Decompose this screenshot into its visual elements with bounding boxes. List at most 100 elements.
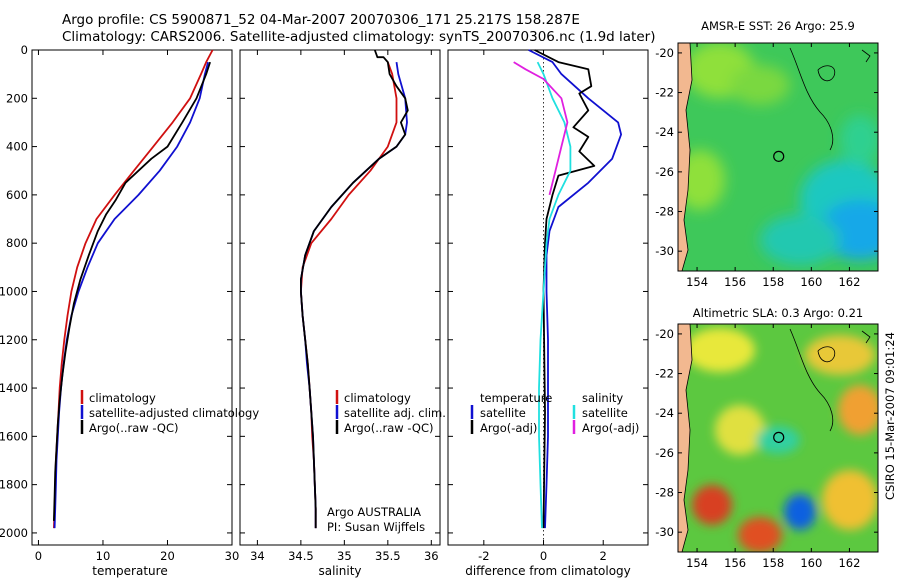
legend-text-sal-sat: satellite	[582, 406, 628, 420]
temperature-legend: climatology satellite-adjusted climatolo…	[80, 390, 259, 435]
y-tick-label: 1000	[0, 284, 28, 298]
series-line-satellite-adj-clim	[299, 61, 408, 529]
series-line-temperature-satellite	[528, 49, 622, 529]
x-tick-label: 2	[600, 549, 607, 563]
sla-high-patch	[685, 328, 755, 372]
sla-low-patch	[756, 426, 800, 454]
map-y-tick-label: -24	[655, 406, 674, 420]
series-line-argo-raw-qc	[299, 49, 409, 529]
annotation-pi: PI: Susan Wijffels	[327, 520, 425, 534]
legend-text-argo: Argo(..raw -QC)	[89, 421, 179, 435]
sst-warm-patch	[678, 150, 725, 210]
series-line-salinity-argo-adj	[513, 61, 569, 196]
x-tick-label: 30	[225, 549, 240, 563]
sla-map-axes	[677, 323, 879, 553]
title-line-2: Climatology: CARS2006. Satellite-adjuste…	[62, 29, 656, 45]
difference-panel: -2 0 2 difference from climatology tempera…	[447, 49, 649, 578]
y-tick-label: 200	[6, 91, 28, 105]
map-x-tick-label: 154	[686, 275, 708, 289]
legend-text-temp-sat: satellite	[480, 406, 526, 420]
legend-text-sat: satellite-adjusted climatology	[89, 406, 259, 420]
legend-text-argo: Argo(..raw -QC)	[344, 421, 434, 435]
map-y-tick-label: -22	[655, 86, 674, 100]
map-y-tick-label: -24	[655, 125, 674, 139]
sst-island-outline	[861, 49, 871, 63]
x-tick-label: 35.5	[375, 549, 401, 563]
series-line-climatology	[299, 61, 398, 529]
sla-high-patch	[805, 335, 875, 375]
y-tick-label: 1800	[0, 478, 28, 492]
y-tick-label: 1600	[0, 429, 28, 443]
y-tick-label: 1200	[0, 333, 28, 347]
series-line-salinity-satellite	[536, 61, 572, 529]
sst-cool-patch	[760, 215, 840, 265]
sla-island-outline	[861, 330, 871, 344]
series-line-temperature-argo-adj	[534, 49, 596, 529]
y-tick-label: 1400	[0, 381, 28, 395]
sst-argo-location-marker	[773, 150, 785, 162]
sla-high-patch	[738, 517, 782, 552]
map-x-tick-label: 160	[800, 275, 822, 289]
title-line-1: Argo profile: CS 5900871_52 04-Mar-2007 …	[62, 12, 580, 28]
legend-text-sat: satellite adj. clim.	[344, 406, 446, 420]
sla-land-coast	[678, 324, 693, 552]
map-y-tick-label: -26	[655, 165, 674, 179]
y-tick-label: 600	[6, 188, 28, 202]
difference-axes	[447, 49, 649, 546]
sla-island-outline	[817, 346, 836, 363]
annotation-argo-australia: Argo AUSTRALIA	[327, 505, 421, 519]
y-tick-label: 800	[6, 236, 28, 250]
sla-low-patch	[784, 494, 816, 530]
x-tick-label: 0	[540, 549, 547, 563]
map-y-tick-label: -28	[655, 205, 674, 219]
salinity-axes	[239, 49, 441, 546]
temperature-axes	[31, 49, 233, 546]
sst-map-panel: AMSR-E SST: 26 Argo: 25.9 -20 -22 -24 -26 -2…	[655, 19, 879, 289]
series-line-satellite-adjusted-climatology	[53, 61, 209, 529]
map-x-tick-label: 158	[762, 275, 784, 289]
x-tick-label: 20	[160, 549, 175, 563]
salinity-panel: 34 34.5 35 35.5 36 salinity climatology sate…	[239, 49, 446, 578]
x-tick-label: -2	[478, 549, 489, 563]
legend-text-sal-argo: Argo(-adj)	[582, 421, 639, 435]
legend-text-clim: climatology	[344, 391, 411, 405]
sst-map-title: AMSR-E SST: 26 Argo: 25.9	[701, 19, 855, 33]
x-tick-label: 34	[250, 549, 265, 563]
map-y-tick-label: -28	[655, 486, 674, 500]
sst-island-outline	[817, 65, 836, 82]
map-x-tick-label: 160	[800, 556, 822, 570]
sla-argo-location-marker	[773, 431, 785, 443]
sla-high-patch	[822, 470, 878, 530]
sla-high-patch	[715, 405, 765, 455]
y-tick-label: 2000	[0, 526, 28, 540]
series-line-argo-raw-qc	[53, 61, 211, 521]
map-x-tick-label: 156	[724, 275, 746, 289]
temperature-panel: 0 200 400 600 800 1000 1200 1400 1600 1800 2000 0 1…	[0, 43, 259, 578]
x-tick-label: 10	[96, 549, 111, 563]
sla-map-panel: Altimetric SLA: 0.3 Argo: 0.21 -20 -22 -24…	[655, 306, 879, 570]
sst-warm-patch	[730, 65, 790, 105]
map-x-tick-label: 158	[762, 556, 784, 570]
map-x-tick-label: 154	[686, 556, 708, 570]
sst-map-axes	[677, 42, 879, 272]
sla-high-patch	[692, 485, 732, 525]
y-tick-label: 400	[6, 140, 28, 154]
map-x-tick-label: 162	[838, 556, 860, 570]
x-tick-label: 35	[337, 549, 352, 563]
x-tick-label: 0	[35, 549, 42, 563]
sst-reef-outline	[789, 47, 834, 151]
sla-reef-outline	[789, 328, 834, 432]
sst-land-coast	[678, 43, 693, 271]
map-y-tick-label: -30	[655, 244, 674, 258]
map-y-tick-label: -20	[655, 327, 674, 341]
x-tick-label: 36	[424, 549, 439, 563]
salinity-legend: climatology satellite adj. clim. Argo(..…	[335, 390, 446, 435]
sst-cool-patch	[840, 115, 878, 165]
map-y-tick-label: -26	[655, 446, 674, 460]
temperature-xlabel: temperature	[92, 564, 167, 578]
salinity-xlabel: salinity	[318, 564, 361, 578]
legend-text-temp-argo: Argo(-adj)	[480, 421, 537, 435]
sla-map-title: Altimetric SLA: 0.3 Argo: 0.21	[693, 306, 863, 320]
legend-title-temperature: temperature	[480, 391, 552, 405]
